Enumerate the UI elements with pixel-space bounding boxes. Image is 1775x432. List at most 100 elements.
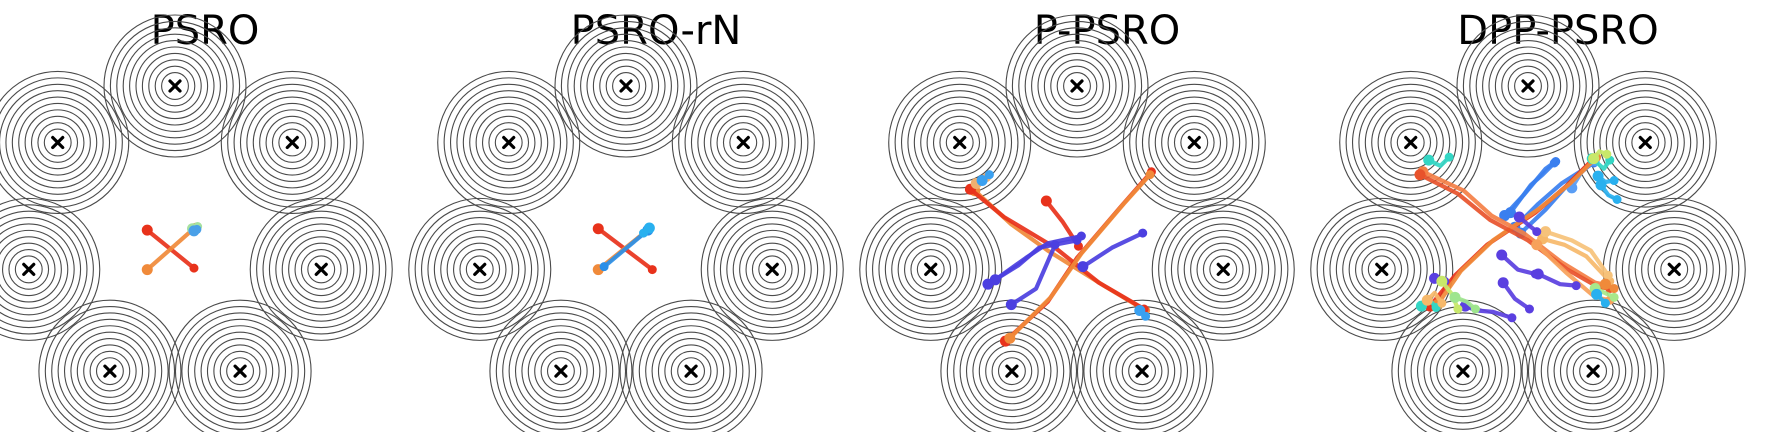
center-marker-icon — [953, 135, 967, 150]
trajectory-end-point — [1600, 298, 1610, 308]
contour-ring — [1599, 96, 1692, 189]
contour-ring — [1462, 20, 1594, 152]
contour-ring — [226, 357, 255, 386]
contour-ring — [1005, 14, 1149, 158]
contour-ring — [437, 70, 581, 215]
contour-ring — [1316, 204, 1447, 335]
contour-ring — [1183, 229, 1263, 309]
contour-ring — [1202, 249, 1244, 290]
trajectory-end-point — [1609, 284, 1619, 294]
contour-ring — [907, 90, 1013, 195]
contour-ring — [1361, 249, 1403, 290]
contour-ring — [456, 90, 562, 195]
center-marker-icon — [924, 262, 938, 276]
contour-ring — [897, 236, 964, 303]
contour-ring — [1056, 65, 1098, 107]
trajectory — [1504, 158, 1559, 219]
contour-ring — [187, 318, 293, 424]
contour-ring — [194, 325, 287, 418]
contour-ring — [414, 204, 545, 335]
mixture-component — [1456, 14, 1600, 158]
contour-ring — [1108, 337, 1176, 405]
center-marker-icon — [1456, 364, 1470, 378]
contour-ring — [421, 210, 539, 329]
trajectory-end-point — [1609, 292, 1619, 302]
panel-p-psro: P-PSRO — [859, 8, 1295, 432]
contour-ring — [1024, 33, 1130, 139]
trajectory-end-point — [1141, 311, 1151, 321]
mixture-component — [1602, 197, 1746, 341]
trajectory-end-point — [1532, 227, 1542, 237]
mixture-component — [168, 299, 312, 432]
trajectory-line — [1007, 172, 1153, 341]
contour-ring — [1070, 299, 1214, 432]
trajectory — [1532, 268, 1581, 291]
contour-ring — [30, 115, 85, 170]
contour-ring — [1404, 312, 1522, 430]
contour-ring — [1158, 204, 1289, 335]
contour-ring — [1180, 128, 1209, 157]
contour-ring — [1612, 109, 1679, 176]
trajectory-end-point — [639, 228, 649, 238]
contour-ring — [945, 128, 974, 157]
contour-ring — [1170, 217, 1276, 322]
contour-ring — [51, 312, 169, 430]
contour-ring — [1018, 27, 1136, 145]
contour-ring — [991, 350, 1033, 392]
contour-ring — [1031, 40, 1123, 132]
contour-ring — [278, 128, 307, 157]
contour-ring — [1488, 46, 1568, 126]
mixture-component — [0, 197, 101, 341]
contour-ring — [1173, 122, 1215, 163]
contour-ring — [206, 337, 274, 405]
contour-ring — [1063, 72, 1091, 100]
trajectory-start-point — [1532, 268, 1544, 280]
trajectory-line — [1435, 155, 1599, 307]
mixture-component — [1391, 299, 1535, 432]
contour-ring — [300, 249, 342, 290]
contour-ring — [678, 77, 809, 208]
trajectory-end-point — [1444, 152, 1454, 162]
contour-ring — [985, 344, 1039, 398]
mixture-component — [700, 197, 844, 341]
contour-ring — [1448, 357, 1477, 386]
center-marker-icon — [285, 135, 299, 150]
contour-ring — [586, 46, 666, 126]
contour-ring — [1621, 217, 1727, 322]
trajectory-start-point — [1005, 299, 1017, 311]
contour-ring — [83, 344, 137, 398]
contour-ring — [916, 255, 945, 284]
trajectory — [1497, 277, 1534, 314]
contour-ring — [1416, 325, 1509, 418]
center-marker-icon — [765, 262, 779, 276]
mixture-component — [554, 14, 698, 158]
contour-ring — [281, 229, 361, 309]
contour-ring — [1586, 83, 1705, 202]
contour-ring — [700, 197, 844, 341]
contour-ring — [1390, 122, 1432, 163]
contour-ring — [462, 96, 555, 189]
contour-ring — [872, 210, 990, 329]
contour-ring — [745, 242, 799, 297]
contour-ring — [939, 122, 981, 163]
contour-ring — [1148, 96, 1241, 189]
contour-ring — [446, 236, 513, 303]
contour-ring — [1580, 77, 1711, 208]
trajectory — [188, 224, 202, 237]
contour-ring — [910, 249, 952, 290]
contour-ring — [1553, 331, 1633, 411]
trajectory-line — [145, 225, 198, 272]
contour-ring — [726, 223, 819, 316]
contour-ring — [1566, 344, 1620, 398]
contour-ring — [1579, 357, 1608, 386]
contour-ring — [1383, 115, 1438, 170]
contour-ring — [252, 102, 332, 183]
contour-ring — [453, 242, 507, 297]
contour-ring — [0, 70, 130, 215]
contour-ring — [1371, 102, 1451, 183]
contour-ring — [57, 318, 163, 424]
trajectory — [1004, 170, 1155, 344]
contour-ring — [70, 331, 150, 411]
trajectory-line — [1508, 160, 1557, 215]
